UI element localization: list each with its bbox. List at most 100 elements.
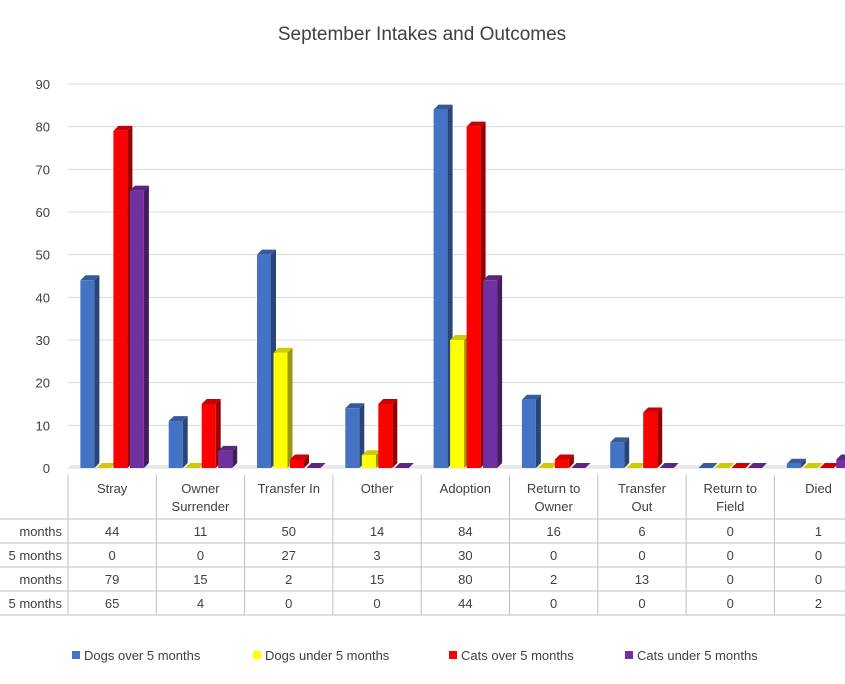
data-label: 16: [546, 524, 560, 539]
legend-swatch: [72, 651, 80, 659]
data-label: 0: [550, 548, 557, 563]
data-label: 44: [458, 596, 472, 611]
data-label: 2: [550, 572, 557, 587]
bar: [748, 463, 767, 468]
bar: [129, 185, 149, 468]
y-tick-label: 10: [36, 418, 50, 433]
data-label: 0: [285, 596, 292, 611]
legend-swatch: [253, 651, 261, 659]
y-tick-label: 90: [36, 77, 50, 92]
data-label: 80: [458, 572, 472, 587]
data-label: 3: [373, 548, 380, 563]
data-table: Stray Owner Surrender Transfer In Other Adopt…: [0, 475, 845, 616]
bar: [626, 463, 646, 468]
x-tick-label: Died: [805, 481, 832, 496]
bar: [786, 458, 806, 468]
y-axis-ticks: 0 10 20 30 40 50 60 70 80 90: [36, 77, 50, 476]
legend-item: Cats under 5 months: [625, 648, 758, 663]
bar: [290, 454, 309, 468]
bar: [96, 463, 116, 468]
bar: [113, 125, 133, 468]
y-tick-label: 50: [36, 248, 50, 263]
y-tick-label: 30: [36, 333, 50, 348]
bar: [80, 275, 100, 468]
data-label: 2: [285, 572, 292, 587]
legend-swatch: [449, 651, 457, 659]
x-tick-label: Adoption: [440, 481, 491, 496]
data-label: 0: [727, 548, 734, 563]
data-label: 2: [815, 596, 822, 611]
table-row-label: 5 months: [9, 548, 63, 563]
bar: [273, 347, 293, 468]
bar: [698, 463, 718, 468]
bar: [201, 399, 221, 468]
legend-label: Cats under 5 months: [637, 648, 758, 663]
x-tick-label: Field: [716, 499, 744, 514]
data-label: 84: [458, 524, 472, 539]
bar: [218, 445, 238, 468]
bar: [521, 394, 541, 468]
data-label: 0: [373, 596, 380, 611]
y-tick-label: 20: [36, 376, 50, 391]
legend-swatch: [625, 651, 633, 659]
bar: [819, 463, 839, 468]
legend: Dogs over 5 months Dogs under 5 months Cat…: [72, 648, 758, 663]
bar: [433, 104, 453, 468]
bar: [554, 454, 574, 468]
table-row-label: 5 months: [9, 596, 63, 611]
legend-item: Dogs over 5 months: [72, 648, 201, 663]
data-label: 0: [815, 572, 822, 587]
bar: [643, 407, 663, 468]
data-label: 0: [109, 548, 116, 563]
y-tick-label: 40: [36, 290, 50, 305]
data-label: 30: [458, 548, 472, 563]
bar: [345, 403, 365, 468]
x-tick-label: Surrender: [172, 499, 230, 514]
y-tick-label: 70: [36, 162, 50, 177]
x-tick-label: Transfer In: [258, 481, 320, 496]
x-tick-label: Return to: [704, 481, 757, 496]
table-row-label: months: [19, 524, 62, 539]
bar: [257, 249, 276, 468]
data-label: 44: [105, 524, 119, 539]
bar: [168, 416, 188, 468]
bar: [306, 463, 326, 468]
bar: [185, 463, 205, 468]
x-tick-label: Other: [361, 481, 394, 496]
x-tick-label: Owner: [181, 481, 220, 496]
data-label: 0: [638, 596, 645, 611]
bar: [715, 463, 734, 468]
data-label: 0: [197, 548, 204, 563]
data-label: 13: [635, 572, 649, 587]
bar: [378, 399, 398, 468]
bar: [450, 335, 470, 468]
data-label: 0: [638, 548, 645, 563]
data-label: 14: [370, 524, 384, 539]
data-label: 0: [815, 548, 822, 563]
data-label: 50: [282, 524, 296, 539]
bar: [731, 463, 751, 468]
legend-item: Cats over 5 months: [449, 648, 574, 663]
data-label: 0: [727, 572, 734, 587]
data-label: 27: [282, 548, 296, 563]
bar: [361, 450, 381, 468]
data-label: 15: [193, 572, 207, 587]
bar: [803, 463, 823, 468]
data-label: 79: [105, 572, 119, 587]
legend-label: Dogs under 5 months: [265, 648, 390, 663]
x-tick-label: Out: [631, 499, 652, 514]
table-row-label: months: [19, 572, 62, 587]
x-tick-label: Stray: [97, 481, 128, 496]
data-label: 0: [727, 596, 734, 611]
data-label: 11: [194, 524, 208, 539]
bars: [80, 104, 845, 469]
x-tick-label: Owner: [535, 499, 574, 514]
y-tick-label: 80: [36, 120, 50, 135]
data-label: 0: [727, 524, 734, 539]
data-label: 0: [550, 596, 557, 611]
x-tick-label: Return to: [527, 481, 580, 496]
legend-label: Dogs over 5 months: [84, 648, 201, 663]
bar: [538, 463, 558, 468]
bar: [466, 121, 486, 469]
data-label: 65: [105, 596, 119, 611]
